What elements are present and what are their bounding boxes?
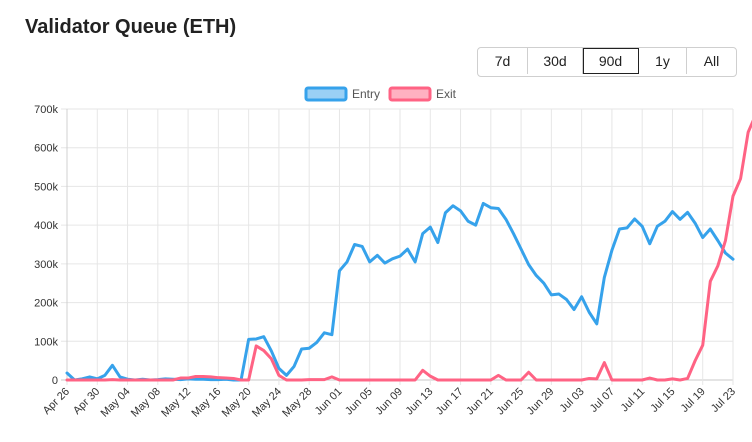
legend-item-exit[interactable]: Exit	[388, 86, 457, 102]
x-tick-label: Jun 17	[434, 386, 466, 418]
x-tick-label: Jun 25	[494, 386, 526, 418]
x-tick-label: May 20	[220, 386, 254, 420]
y-tick-label: 500k	[34, 181, 58, 193]
chart-legend: Entry Exit	[304, 86, 457, 102]
x-tick-label: May 16	[189, 386, 223, 420]
y-tick-label: 700k	[34, 104, 58, 116]
range-30d-button[interactable]: 30d	[528, 48, 583, 74]
x-tick-label: Jul 11	[619, 386, 648, 415]
x-tick-label: Jul 03	[558, 386, 587, 415]
x-tick-label: May 24	[250, 386, 284, 420]
legend-swatch-exit	[388, 86, 432, 102]
page-title: Validator Queue (ETH)	[25, 16, 237, 38]
x-tick-label: May 28	[280, 386, 314, 420]
y-tick-label: 100k	[34, 336, 58, 348]
chart-series	[65, 115, 752, 382]
x-tick-label: May 08	[129, 386, 163, 420]
y-tick-label: 600k	[34, 143, 58, 155]
x-tick-label: Jul 07	[588, 386, 617, 415]
range-90d-button[interactable]: 90d	[583, 48, 639, 74]
x-tick-label: Jun 09	[373, 386, 405, 418]
chart-grid	[61, 108, 734, 385]
legend-label-exit: Exit	[436, 87, 457, 101]
range-1y-button[interactable]: 1y	[639, 48, 687, 74]
x-tick-label: Jul 15	[648, 386, 677, 415]
x-tick-label: Apr 30	[71, 386, 102, 417]
y-tick-label: 300k	[34, 259, 58, 271]
series-line-exit[interactable]	[65, 115, 752, 382]
x-tick-label: Jun 29	[525, 386, 557, 418]
x-tick-label: Jul 23	[709, 386, 738, 415]
y-tick-label: 0	[52, 375, 58, 387]
y-tick-label: 200k	[34, 298, 58, 310]
time-range-selector: 7d 30d 90d 1y All	[477, 47, 737, 77]
x-tick-label: Jun 01	[313, 386, 345, 418]
x-tick-label: Jun 05	[343, 386, 375, 418]
x-tick-label: May 04	[99, 386, 133, 420]
x-tick-label: Jun 21	[464, 386, 496, 418]
range-7d-button[interactable]: 7d	[478, 48, 528, 74]
x-tick-label: May 12	[159, 386, 193, 420]
x-tick-label: Jun 13	[404, 386, 436, 418]
y-tick-label: 400k	[34, 220, 58, 232]
x-tick-label: Apr 26	[41, 386, 72, 417]
legend-label-entry: Entry	[352, 87, 380, 101]
range-all-button[interactable]: All	[687, 48, 736, 74]
legend-item-entry[interactable]: Entry	[304, 86, 380, 102]
legend-swatch-entry	[304, 86, 348, 102]
x-tick-label: Jul 19	[679, 386, 708, 415]
